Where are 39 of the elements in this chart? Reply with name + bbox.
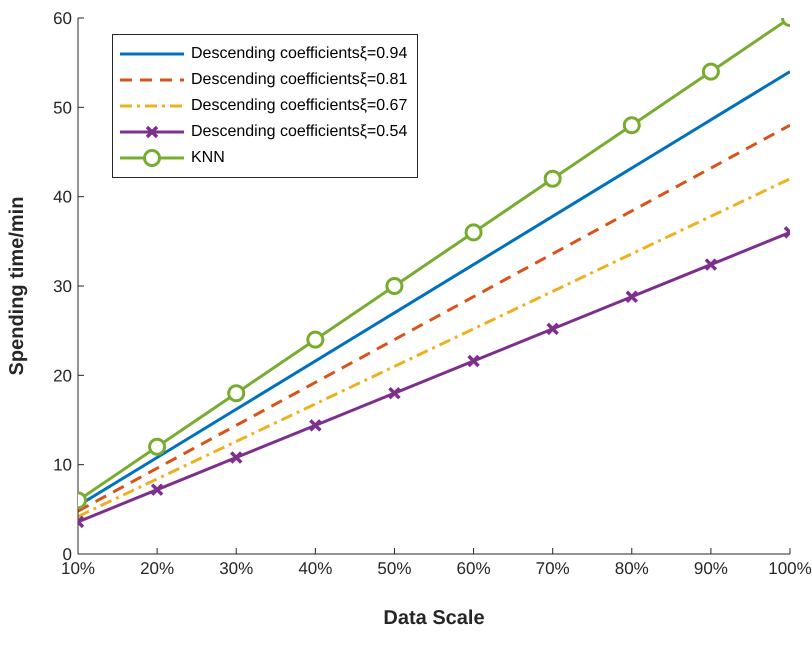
point [546, 322, 560, 336]
y-tick-label: 10 [53, 456, 72, 475]
point [150, 482, 164, 496]
legend-label: Descending coefficientsξ=0.94 [191, 45, 408, 63]
legend-label: Descending coefficientsξ=0.81 [191, 71, 408, 89]
x-tick-label: 80% [614, 559, 649, 578]
point [308, 418, 322, 432]
x-tick-label: 20% [140, 559, 174, 578]
y-tick-label: 50 [53, 98, 72, 118]
point [544, 170, 562, 188]
legend-label: KNN [191, 149, 225, 167]
x-tick-label: 60% [456, 559, 491, 578]
point [227, 384, 246, 402]
y-tick-label: 30 [53, 277, 72, 296]
point [702, 62, 720, 81]
point [306, 330, 324, 349]
point [385, 277, 404, 295]
x-tick-label: 40% [298, 559, 332, 578]
point [148, 438, 166, 456]
x-tick-label: 70% [536, 559, 570, 578]
point [704, 258, 718, 272]
x-axis-title: Data Scale [383, 607, 485, 629]
x-tick-label: 10% [60, 559, 96, 578]
y-tick-label: 20 [53, 366, 72, 386]
point [622, 116, 641, 134]
point [229, 450, 243, 464]
y-axis-title: Spending time/min [6, 196, 28, 376]
y-tick-label: 40 [53, 188, 72, 207]
point [464, 223, 483, 242]
point [625, 290, 639, 304]
x-tick-label: 100% [768, 559, 812, 578]
point [466, 354, 480, 368]
legend-label: Descending coefficientsξ=0.54 [191, 123, 408, 141]
point [388, 386, 402, 400]
x-tick-label: 30% [219, 559, 254, 578]
legend-label: Descending coefficientsξ=0.67 [191, 97, 408, 115]
x-tick-label: 50% [377, 559, 412, 578]
y-tick-label: 60 [53, 9, 72, 28]
x-tick-label: 90% [694, 559, 728, 578]
